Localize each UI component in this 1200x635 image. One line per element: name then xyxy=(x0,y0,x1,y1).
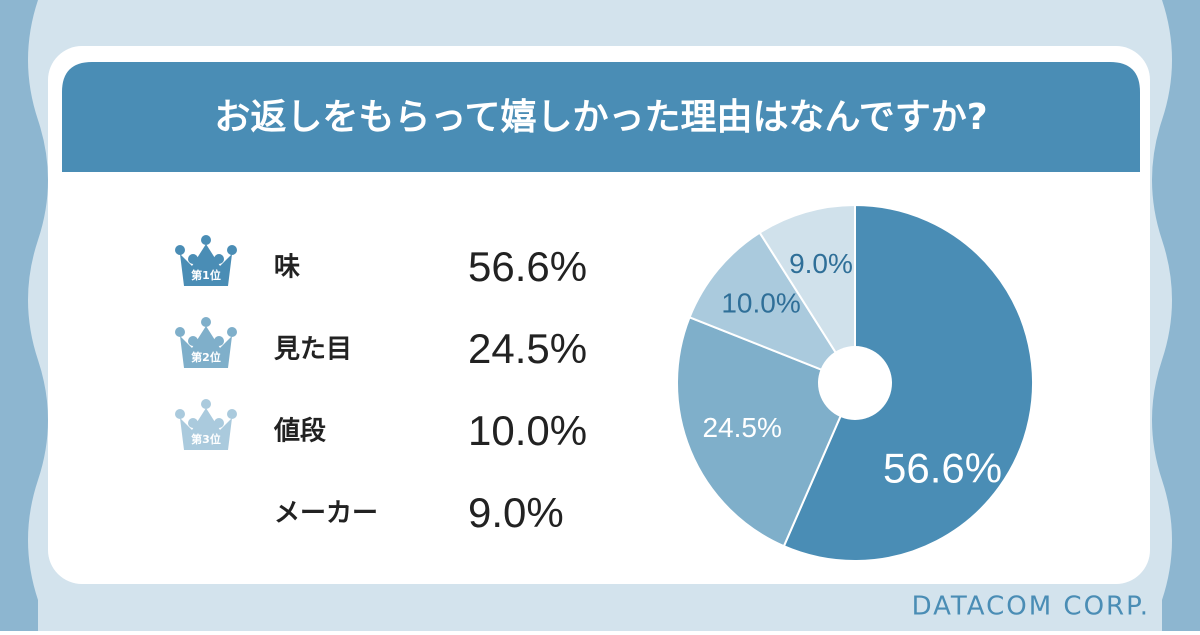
crown-jewel xyxy=(227,409,237,419)
value-label: 10.0% xyxy=(468,407,587,454)
crown-jewel xyxy=(214,336,224,346)
rank-badge: 第1位 xyxy=(191,268,221,282)
pie-slice xyxy=(782,203,1034,562)
crown xyxy=(180,408,232,450)
crown-jewel xyxy=(188,254,198,264)
wave-right xyxy=(1152,0,1200,631)
crown-jewel xyxy=(214,254,224,264)
chart-title: お返しをもらって嬉しかった理由はなんですか? xyxy=(214,97,987,138)
category-label: 味 xyxy=(274,253,300,283)
crown-jewel xyxy=(201,317,211,327)
pie-hole xyxy=(818,346,892,420)
pie-slice xyxy=(758,203,856,387)
category-label: メーカー xyxy=(274,499,378,529)
crown xyxy=(180,244,232,286)
crown-jewel xyxy=(188,336,198,346)
rank-badge: 第2位 xyxy=(191,350,221,364)
crown-jewel xyxy=(201,399,211,409)
crown-jewel xyxy=(214,418,224,428)
crown-jewel xyxy=(175,327,185,337)
value-label: 9.0% xyxy=(468,489,564,536)
slice-label: 9.0% xyxy=(789,248,853,279)
crown-jewel xyxy=(175,245,185,255)
crown-jewel xyxy=(227,245,237,255)
value-label: 24.5% xyxy=(468,325,587,372)
title-band xyxy=(62,62,1140,172)
slice-label: 24.5% xyxy=(702,412,781,443)
value-label: 56.6% xyxy=(468,243,587,290)
pie-slice xyxy=(688,231,858,386)
crown xyxy=(180,326,232,368)
pie-slice xyxy=(676,315,857,548)
crown-jewel xyxy=(227,327,237,337)
crown-jewel xyxy=(175,409,185,419)
crown-jewel xyxy=(201,235,211,245)
category-label: 値段 xyxy=(273,416,326,447)
crown-jewel xyxy=(188,418,198,428)
rank-badge: 第3位 xyxy=(191,432,221,446)
category-label: 見た目 xyxy=(274,335,352,365)
slice-label: 56.6% xyxy=(883,445,1002,492)
wave-left xyxy=(0,0,48,631)
slice-label: 10.0% xyxy=(721,288,800,319)
source: DATACOM CORP. xyxy=(912,592,1150,622)
